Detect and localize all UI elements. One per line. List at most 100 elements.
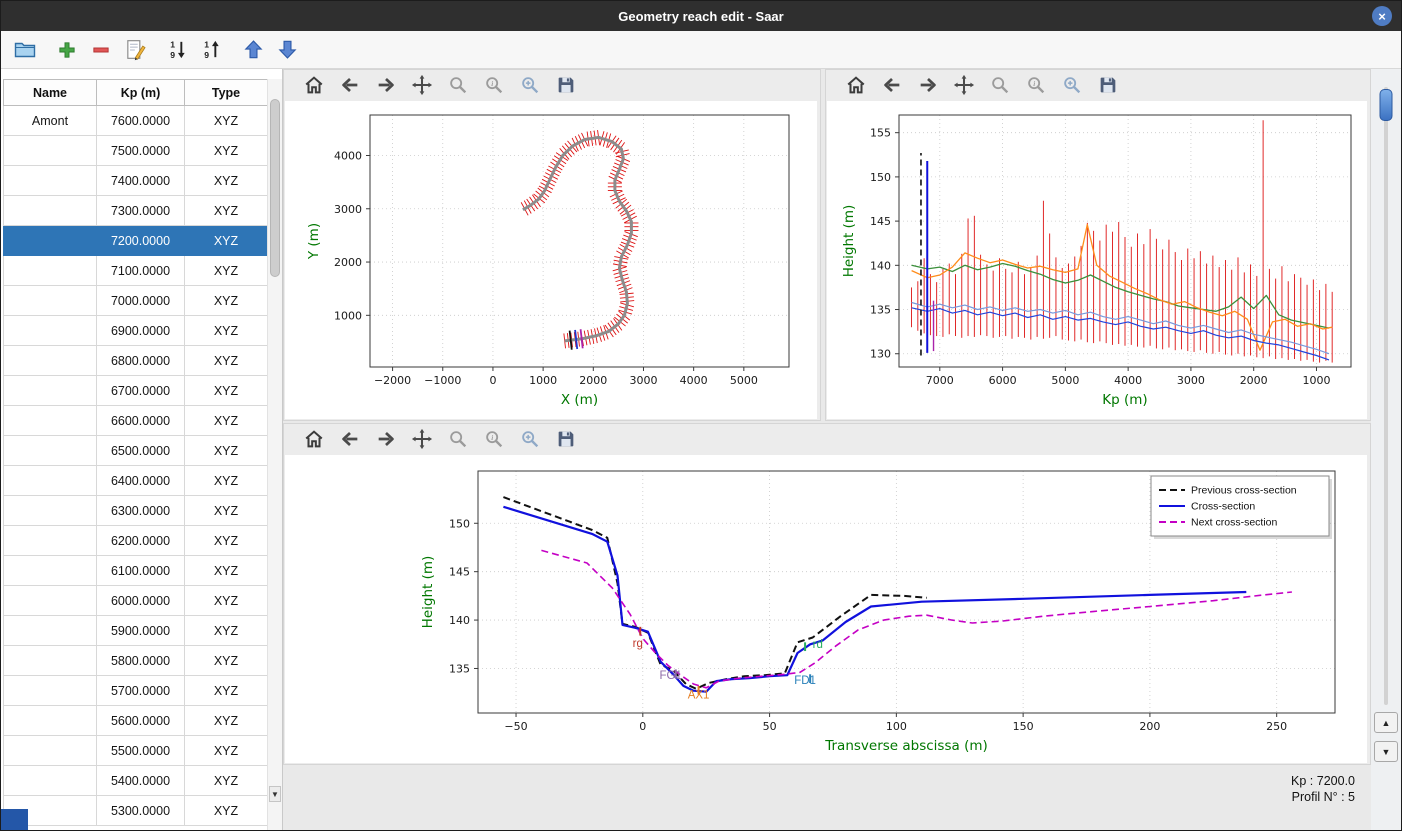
svg-text:Cross-section: Cross-section <box>1191 501 1255 513</box>
zoom-rect-button[interactable] <box>519 74 541 96</box>
table-row[interactable]: 6400.0000 XYZ <box>3 465 268 496</box>
zoom-config-button[interactable]: i <box>483 428 505 450</box>
close-button[interactable]: × <box>1372 6 1392 26</box>
cell-type: XYZ <box>184 255 268 286</box>
cell-type: XYZ <box>184 675 268 706</box>
home-button[interactable] <box>303 74 325 96</box>
profile-slider-thumb[interactable] <box>1379 89 1393 121</box>
table-row[interactable]: 5900.0000 XYZ <box>3 615 268 646</box>
zoom-config-button[interactable]: i <box>483 74 505 96</box>
profile-down-button[interactable]: ▼ <box>1374 741 1398 762</box>
add-profile-button[interactable] <box>53 36 81 64</box>
profile-up-button[interactable]: ▲ <box>1374 712 1398 733</box>
down-arrow-icon: ▼ <box>1381 746 1391 757</box>
home-button[interactable] <box>845 74 867 96</box>
table-row[interactable]: 7500.0000 XYZ <box>3 135 268 166</box>
svg-text:1000: 1000 <box>334 309 362 322</box>
table-row[interactable]: 5500.0000 XYZ <box>3 735 268 766</box>
svg-text:9: 9 <box>204 50 209 60</box>
down-arrow-icon: ▼ <box>271 789 279 799</box>
table-row[interactable]: 5700.0000 XYZ <box>3 675 268 706</box>
svg-text:i: i <box>491 79 493 88</box>
open-folder-icon <box>14 42 36 57</box>
column-header-name[interactable]: Name <box>3 79 97 106</box>
save-button[interactable] <box>555 428 577 450</box>
column-header-kp[interactable]: Kp (m) <box>96 79 185 106</box>
svg-text:1: 1 <box>204 40 209 50</box>
zoom-rect-button[interactable] <box>519 428 541 450</box>
zoom-button[interactable] <box>447 74 469 96</box>
table-row[interactable]: 7200.0000 XYZ <box>3 225 268 256</box>
table-scrollbar[interactable]: ▼ <box>267 79 282 830</box>
cross-section-plot[interactable]: rg FG1 AX1 rd FD1 −50 0 50 100 150 200 250 135 140 145… <box>285 455 1367 763</box>
cell-name <box>3 285 97 316</box>
cell-type: XYZ <box>184 225 268 256</box>
zoom-icon <box>450 431 467 448</box>
table-row[interactable]: 6500.0000 XYZ <box>3 435 268 466</box>
table-row[interactable]: 7300.0000 XYZ <box>3 195 268 226</box>
cell-name <box>3 165 97 196</box>
table-row[interactable]: Amont 7600.0000 XYZ <box>3 105 268 136</box>
save-button[interactable] <box>1097 74 1119 96</box>
table-row[interactable]: 6800.0000 XYZ <box>3 345 268 376</box>
cell-kp: 5800.0000 <box>96 645 185 676</box>
zoom-config-button[interactable]: i <box>1025 74 1047 96</box>
table-row[interactable]: 6100.0000 XYZ <box>3 555 268 586</box>
table-row[interactable]: 5300.0000 XYZ <box>3 795 268 826</box>
table-row[interactable]: 5600.0000 XYZ <box>3 705 268 736</box>
plan-view-panel: i −2000 −1000 0 1000 2000 3000 4000 5000 1000 200… <box>283 69 821 421</box>
table-scroll-down-button[interactable]: ▼ <box>269 786 281 802</box>
table-row[interactable]: 6300.0000 XYZ <box>3 495 268 526</box>
move-profile-up-button[interactable] <box>239 36 267 64</box>
svg-text:Transverse abscissa (m): Transverse abscissa (m) <box>824 738 988 754</box>
cell-name <box>3 435 97 466</box>
status-profil: Profil N° : 5 <box>1291 790 1355 804</box>
table-row[interactable]: 6900.0000 XYZ <box>3 315 268 346</box>
column-header-type[interactable]: Type <box>184 79 268 106</box>
pan-button[interactable] <box>411 74 433 96</box>
back-button[interactable] <box>339 74 361 96</box>
table-row[interactable]: 6700.0000 XYZ <box>3 375 268 406</box>
plot-toolbar: i <box>284 70 820 100</box>
cell-type: XYZ <box>184 435 268 466</box>
save-button[interactable] <box>555 74 577 96</box>
table-row[interactable]: 5400.0000 XYZ <box>3 765 268 796</box>
pan-button[interactable] <box>953 74 975 96</box>
remove-profile-button[interactable] <box>87 36 115 64</box>
back-button[interactable] <box>881 74 903 96</box>
svg-text:1000: 1000 <box>1302 374 1330 387</box>
table-row[interactable]: 7400.0000 XYZ <box>3 165 268 196</box>
home-button[interactable] <box>303 428 325 450</box>
svg-text:50: 50 <box>763 720 777 733</box>
table-row[interactable]: 6600.0000 XYZ <box>3 405 268 436</box>
forward-button[interactable] <box>375 428 397 450</box>
forward-button[interactable] <box>375 74 397 96</box>
cell-type: XYZ <box>184 495 268 526</box>
table-row[interactable]: 5800.0000 XYZ <box>3 645 268 676</box>
profile-slider-track[interactable] <box>1384 87 1388 705</box>
table-row[interactable]: 6200.0000 XYZ <box>3 525 268 556</box>
forward-button[interactable] <box>917 74 939 96</box>
zoom-rect-button[interactable] <box>1061 74 1083 96</box>
open-geometry-button[interactable] <box>11 36 39 64</box>
pan-button[interactable] <box>411 428 433 450</box>
zoom-button[interactable] <box>989 74 1011 96</box>
back-button[interactable] <box>339 428 361 450</box>
long-profile-plot[interactable]: 7000 6000 5000 4000 3000 2000 1000 130 135 140 145… <box>827 101 1367 419</box>
table-row[interactable]: 6000.0000 XYZ <box>3 585 268 616</box>
edit-profile-button[interactable] <box>121 36 149 64</box>
status-kp: Kp : 7200.0 <box>1291 774 1355 788</box>
zoom-config-icon: i <box>1028 77 1045 94</box>
table-scrollbar-thumb[interactable] <box>270 99 280 277</box>
table-row[interactable]: 7000.0000 XYZ <box>3 285 268 316</box>
svg-text:5000: 5000 <box>730 374 758 387</box>
table-row[interactable]: 7100.0000 XYZ <box>3 255 268 286</box>
move-profile-down-button[interactable] <box>273 36 301 64</box>
zoom-button[interactable] <box>447 428 469 450</box>
plan-view-plot[interactable]: −2000 −1000 0 1000 2000 3000 4000 5000 1000 2000 3… <box>285 101 817 419</box>
svg-text:3000: 3000 <box>1177 374 1205 387</box>
cell-type: XYZ <box>184 645 268 676</box>
